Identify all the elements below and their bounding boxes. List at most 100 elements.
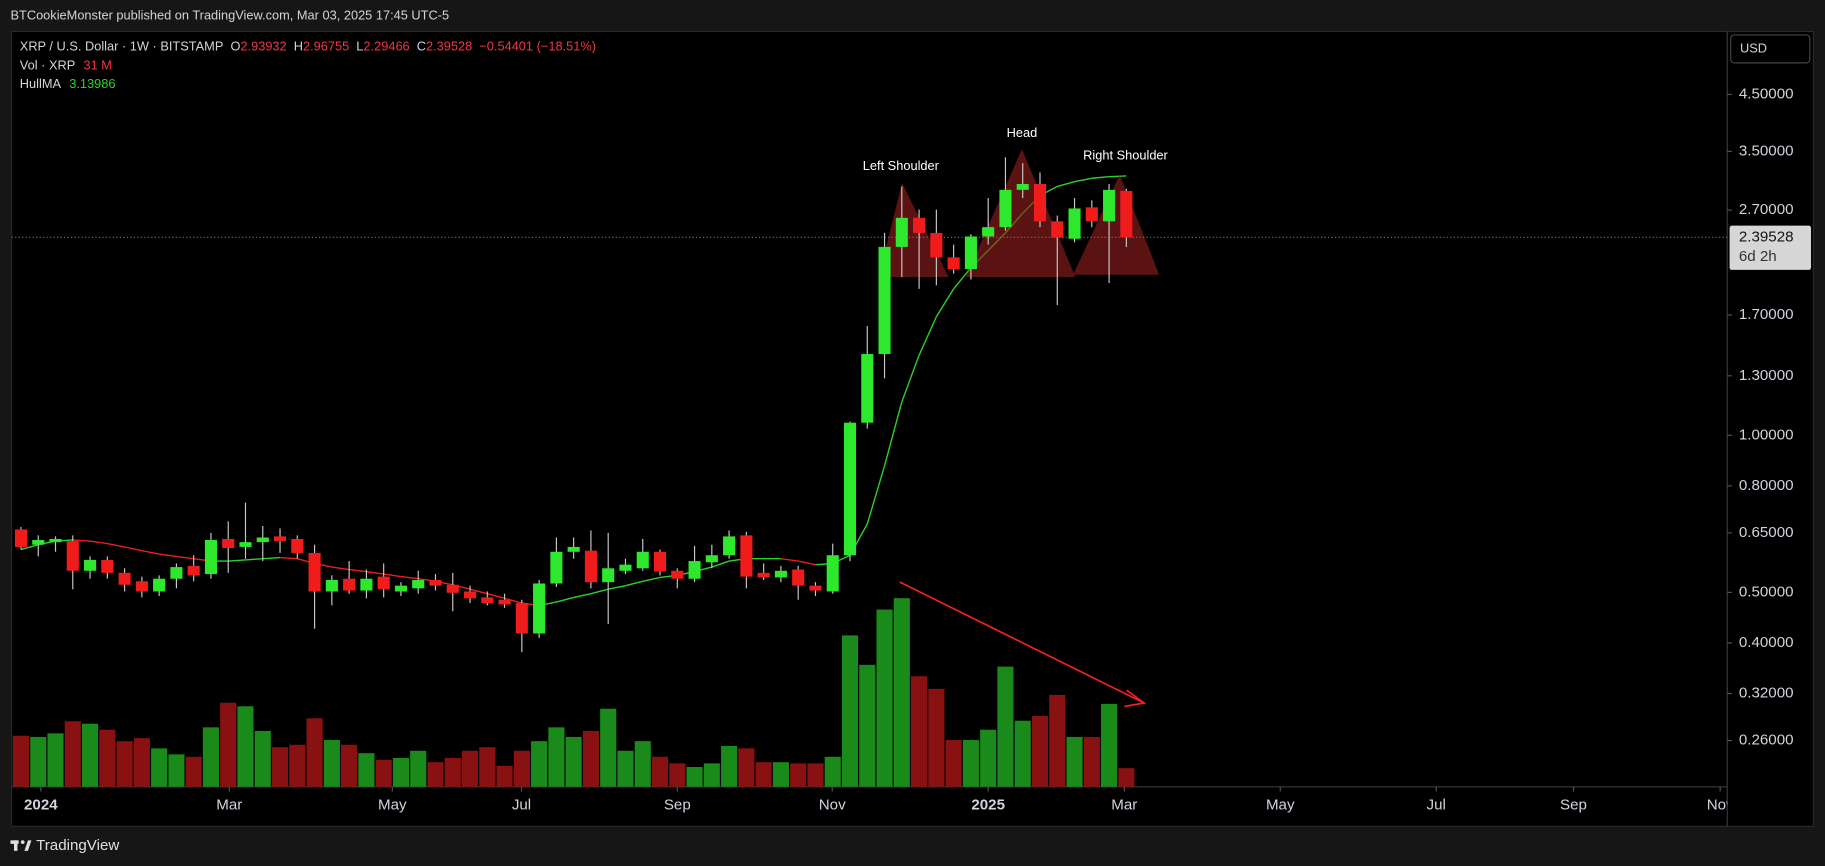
volume-bar xyxy=(997,666,1014,787)
volume-bar xyxy=(254,730,271,787)
candle-body xyxy=(325,580,338,592)
y-tick-label: 0.65000 xyxy=(1739,524,1794,541)
x-tick-label: Nov xyxy=(1707,796,1734,813)
volume-bar xyxy=(703,763,720,787)
hull-ma-segment xyxy=(107,542,125,548)
candle-body xyxy=(688,561,701,579)
candle-body xyxy=(204,539,217,575)
brand-name: TradingView xyxy=(36,837,119,854)
y-tick-label: 1.00000 xyxy=(1739,426,1794,443)
candle-body xyxy=(602,568,615,583)
x-tick-label: Mar xyxy=(1111,796,1137,813)
hull-legend: HullMA 3.13986 xyxy=(20,76,116,91)
x-tick-label: Mar xyxy=(216,796,242,813)
price-axis: 4.50000 3.50000 2.70000 1.70000 1.30000 1.000… xyxy=(1727,85,1794,749)
volume-bar xyxy=(824,756,841,787)
hull-ma-segment xyxy=(228,559,246,562)
candle-layer xyxy=(14,157,1133,653)
annotation: Left Shoulder xyxy=(863,158,940,173)
y-tick-label: 0.26000 xyxy=(1739,732,1794,749)
time-axis: 2024 Mar May Jul Sep Nov 2025 Mar May Jul Sep Nov xyxy=(24,786,1734,813)
candle-body xyxy=(982,227,995,237)
hull-ma-segment xyxy=(262,556,281,560)
hull-ma-segment xyxy=(953,267,972,290)
candle-body xyxy=(636,551,649,569)
arrow-head xyxy=(1124,689,1147,708)
volume-bar xyxy=(116,741,133,787)
low-value: 2.29466 xyxy=(363,39,409,54)
hull-ma-segment xyxy=(159,553,177,558)
volume-bar xyxy=(911,676,928,787)
close-letter: C xyxy=(417,39,426,54)
candle-body xyxy=(343,578,356,591)
volume-bar xyxy=(962,739,979,787)
annotation: Right Shoulder xyxy=(1083,147,1168,162)
hull-ma-segment xyxy=(1109,175,1127,178)
hull-ma-segment xyxy=(366,570,384,575)
currency-button[interactable] xyxy=(1730,34,1811,64)
volume-bar xyxy=(893,598,910,787)
volume-bar xyxy=(444,757,461,787)
candle-body xyxy=(705,555,718,563)
volume-bar xyxy=(271,747,289,787)
x-tick-label: Sep xyxy=(1560,796,1587,813)
x-tick-label: Jul xyxy=(512,796,531,813)
volume-bar xyxy=(945,739,962,787)
volume-bar xyxy=(306,718,323,787)
candle-body xyxy=(394,585,407,592)
candle-body xyxy=(792,569,805,586)
hull-ma-segment xyxy=(487,593,505,600)
volume-bar xyxy=(496,765,513,787)
volume-bar xyxy=(565,736,582,787)
hull-ma-segment xyxy=(556,596,574,603)
candle-body xyxy=(66,541,79,571)
hull-ma-segment xyxy=(400,575,419,580)
volume-bar xyxy=(461,750,479,787)
volume-bar xyxy=(220,702,237,787)
candle-body xyxy=(930,232,943,258)
hull-ma-segment xyxy=(504,597,523,604)
candle-body xyxy=(533,583,546,634)
volume-bar xyxy=(548,727,565,787)
candle-body xyxy=(964,236,977,270)
candle-body xyxy=(170,567,183,579)
hull-ma-segment xyxy=(866,465,886,525)
volume-bar xyxy=(738,748,755,787)
volume-bar xyxy=(669,763,686,787)
hull-ma-segment xyxy=(1074,177,1092,183)
last-price-tag: 2.39528 6d 2h xyxy=(1729,225,1812,270)
hull-ma-segment xyxy=(901,354,920,403)
candle-body xyxy=(947,257,960,270)
hull-ma-segment xyxy=(642,576,661,582)
candle-body xyxy=(671,570,684,579)
currency-label[interactable]: USD xyxy=(1740,40,1767,55)
candle-body xyxy=(550,551,563,584)
hull-value: 3.13986 xyxy=(69,76,115,91)
volume-trend-arrow xyxy=(899,581,1147,708)
y-tick-label: 0.32000 xyxy=(1739,685,1794,702)
change-value: −0.54401 (−18.51%) xyxy=(479,39,596,54)
candle-body xyxy=(1068,208,1081,239)
hull-ma-segment xyxy=(625,580,643,587)
volume-bar xyxy=(1101,703,1118,787)
logo-part xyxy=(20,840,25,844)
hull-ma-segment xyxy=(573,593,592,599)
volume-bar xyxy=(410,750,427,787)
volume-value: 31 M xyxy=(83,58,111,73)
candle-body xyxy=(1033,184,1047,222)
candle-body xyxy=(256,537,269,543)
volume-bar xyxy=(531,741,548,787)
hull-ma-segment xyxy=(245,558,263,561)
hull-ma-segment xyxy=(608,584,626,590)
volume-bar xyxy=(81,723,99,787)
candle-body xyxy=(291,538,304,553)
last-price-box xyxy=(1729,225,1812,270)
candle-body xyxy=(360,578,373,591)
candle-body xyxy=(187,565,200,576)
candle-body xyxy=(1051,221,1064,238)
high-letter: H xyxy=(294,39,303,54)
volume-bar xyxy=(202,727,220,787)
candle-body xyxy=(723,536,736,556)
x-tick-label: Jul xyxy=(1427,796,1446,813)
